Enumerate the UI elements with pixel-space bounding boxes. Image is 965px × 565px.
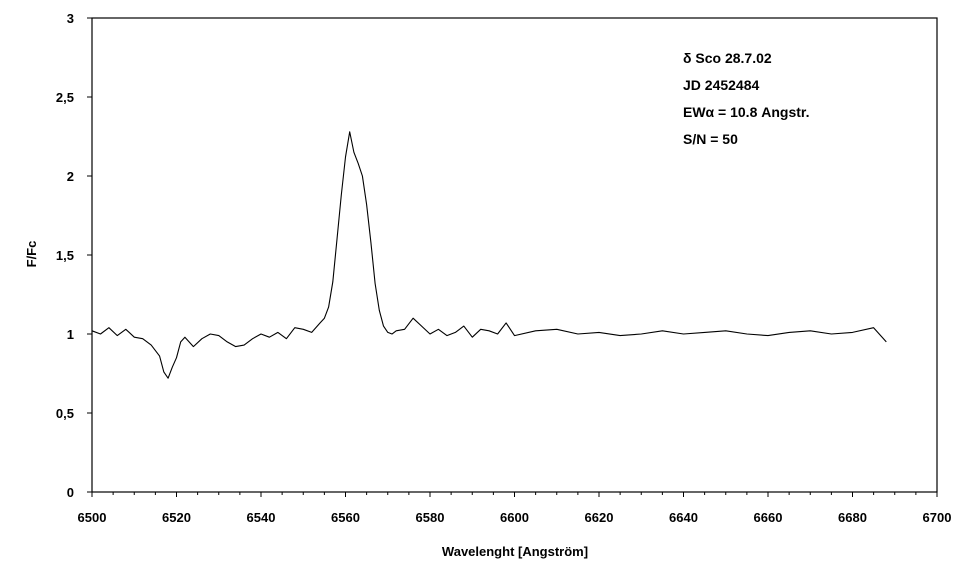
x-tick-label: 6660 bbox=[754, 510, 783, 525]
y-tick-label: 0 bbox=[67, 485, 74, 500]
x-axis-title: Wavelenght [Angström] bbox=[442, 544, 588, 559]
annotation-ew: EWα = 10.8 Angstr. bbox=[683, 104, 809, 120]
y-tick-label: 2 bbox=[67, 169, 74, 184]
annotation-jd: JD 2452484 bbox=[683, 77, 760, 93]
x-tick-label: 6640 bbox=[669, 510, 698, 525]
y-tick-label: 1 bbox=[67, 327, 74, 342]
x-tick-label: 6620 bbox=[585, 510, 614, 525]
y-tick-label: 2,5 bbox=[56, 90, 74, 105]
y-tick-label: 0,5 bbox=[56, 406, 74, 421]
x-tick-label: 6540 bbox=[247, 510, 276, 525]
x-tick-label: 6680 bbox=[838, 510, 867, 525]
x-tick-label: 6500 bbox=[78, 510, 107, 525]
x-axis-ticks: 6500 6520 6540 6560 6580 6600 6620 6640 6660 6680… bbox=[78, 492, 952, 525]
series-layer bbox=[91, 131, 887, 379]
y-tick-label: 3 bbox=[67, 11, 74, 26]
plot-area bbox=[91, 17, 938, 493]
x-tick-label: 6560 bbox=[331, 510, 360, 525]
x-tick-label: 6520 bbox=[162, 510, 191, 525]
x-tick-label: 6600 bbox=[500, 510, 529, 525]
y-tick-label: 1,5 bbox=[56, 248, 74, 263]
spectrum-line bbox=[91, 131, 887, 379]
annotation-sn: S/N = 50 bbox=[683, 131, 738, 147]
x-tick-label: 6700 bbox=[923, 510, 952, 525]
y-axis-ticks: 0 0,5 1 1,5 2 2,5 3 bbox=[56, 11, 92, 500]
x-tick-label: 6580 bbox=[416, 510, 445, 525]
plot-border bbox=[91, 17, 938, 493]
y-axis-title: F/Fc bbox=[24, 241, 39, 268]
annotation-star: δ Sco 28.7.02 bbox=[683, 50, 772, 66]
